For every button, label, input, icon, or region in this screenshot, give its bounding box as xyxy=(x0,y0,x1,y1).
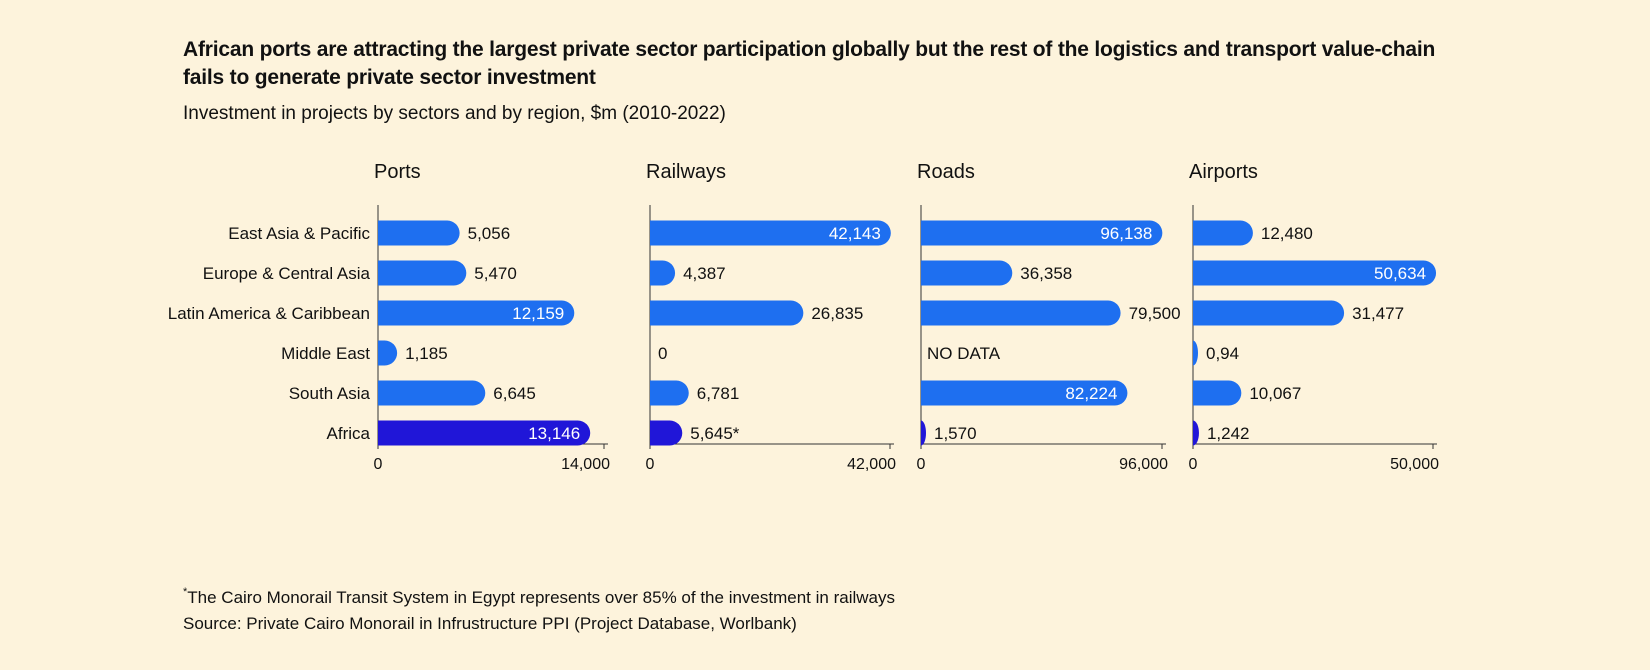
bar xyxy=(650,220,891,246)
category-label: South Asia xyxy=(289,384,371,403)
value-label: 6,781 xyxy=(697,384,740,403)
x-tick-label: 0 xyxy=(1189,456,1198,473)
bar xyxy=(378,220,460,246)
bar xyxy=(921,420,926,446)
category-label: Europe & Central Asia xyxy=(203,264,371,283)
footnote-marker: * xyxy=(183,586,188,598)
value-label: 1,185 xyxy=(405,344,448,363)
x-tick-label: 0 xyxy=(374,456,383,473)
x-tick-label: 0 xyxy=(917,456,926,473)
bar xyxy=(1193,260,1437,286)
value-label: 0 xyxy=(658,344,667,363)
value-label: 12,159 xyxy=(512,304,564,323)
bar xyxy=(378,340,398,366)
x-tick-label: 42,000 xyxy=(847,456,896,473)
panel-title: Ports xyxy=(374,161,421,183)
value-label: 36,358 xyxy=(1020,264,1072,283)
value-label: 26,835 xyxy=(811,304,863,323)
source-note: Source: Private Cairo Monorail in Infrus… xyxy=(183,614,797,633)
bar xyxy=(650,420,683,446)
x-tick-label: 50,000 xyxy=(1390,456,1439,473)
bar xyxy=(1193,340,1198,366)
value-label: 0,94 xyxy=(1206,344,1239,363)
value-label: 13,146 xyxy=(528,424,580,443)
value-label: 5,645* xyxy=(690,424,740,443)
value-label: 5,056 xyxy=(468,224,511,243)
value-label: 5,470 xyxy=(474,264,517,283)
value-label: NO DATA xyxy=(927,344,1001,363)
value-label: 1,242 xyxy=(1207,424,1250,443)
panel-title: Railways xyxy=(646,161,726,183)
x-tick-label: 0 xyxy=(646,456,655,473)
value-label: 82,224 xyxy=(1065,384,1117,403)
category-label: Africa xyxy=(327,424,371,443)
panel-title: Airports xyxy=(1189,161,1258,183)
value-label: 42,143 xyxy=(829,224,881,243)
bar xyxy=(378,260,467,286)
value-label: 50,634 xyxy=(1374,264,1426,283)
bar xyxy=(650,260,676,286)
footnote-text: The Cairo Monorail Transit System in Egy… xyxy=(187,588,895,607)
value-label: 6,645 xyxy=(493,384,536,403)
value-label: 1,570 xyxy=(934,424,977,443)
bar xyxy=(1193,420,1199,446)
footnote-block: *The Cairo Monorail Transit System in Eg… xyxy=(183,585,895,637)
value-label: 31,477 xyxy=(1352,304,1404,323)
value-label: 4,387 xyxy=(683,264,726,283)
bar xyxy=(921,220,1163,246)
value-label: 79,500 xyxy=(1129,304,1181,323)
category-label: East Asia & Pacific xyxy=(228,224,370,243)
bar xyxy=(1193,220,1253,246)
bar xyxy=(921,260,1013,286)
bar xyxy=(1193,300,1345,326)
value-label: 12,480 xyxy=(1261,224,1313,243)
value-label: 96,138 xyxy=(1100,224,1152,243)
chart-subtitle: Investment in projects by sectors and by… xyxy=(183,103,726,124)
category-label: Latin America & Caribbean xyxy=(168,304,370,323)
bar xyxy=(378,420,591,446)
panel-title: Roads xyxy=(917,161,975,183)
category-label: Middle East xyxy=(281,344,370,363)
footnote-note: *The Cairo Monorail Transit System in Eg… xyxy=(183,585,895,611)
x-tick-label: 96,000 xyxy=(1119,456,1168,473)
bar xyxy=(650,380,689,406)
bar xyxy=(921,380,1128,406)
x-tick-label: 14,000 xyxy=(561,456,610,473)
bar xyxy=(921,300,1121,326)
bar xyxy=(378,300,575,326)
bar xyxy=(650,300,804,326)
bar xyxy=(378,380,486,406)
value-label: 10,067 xyxy=(1249,384,1301,403)
bar xyxy=(1193,380,1242,406)
chart-title: African ports are attracting the largest… xyxy=(183,38,1436,89)
